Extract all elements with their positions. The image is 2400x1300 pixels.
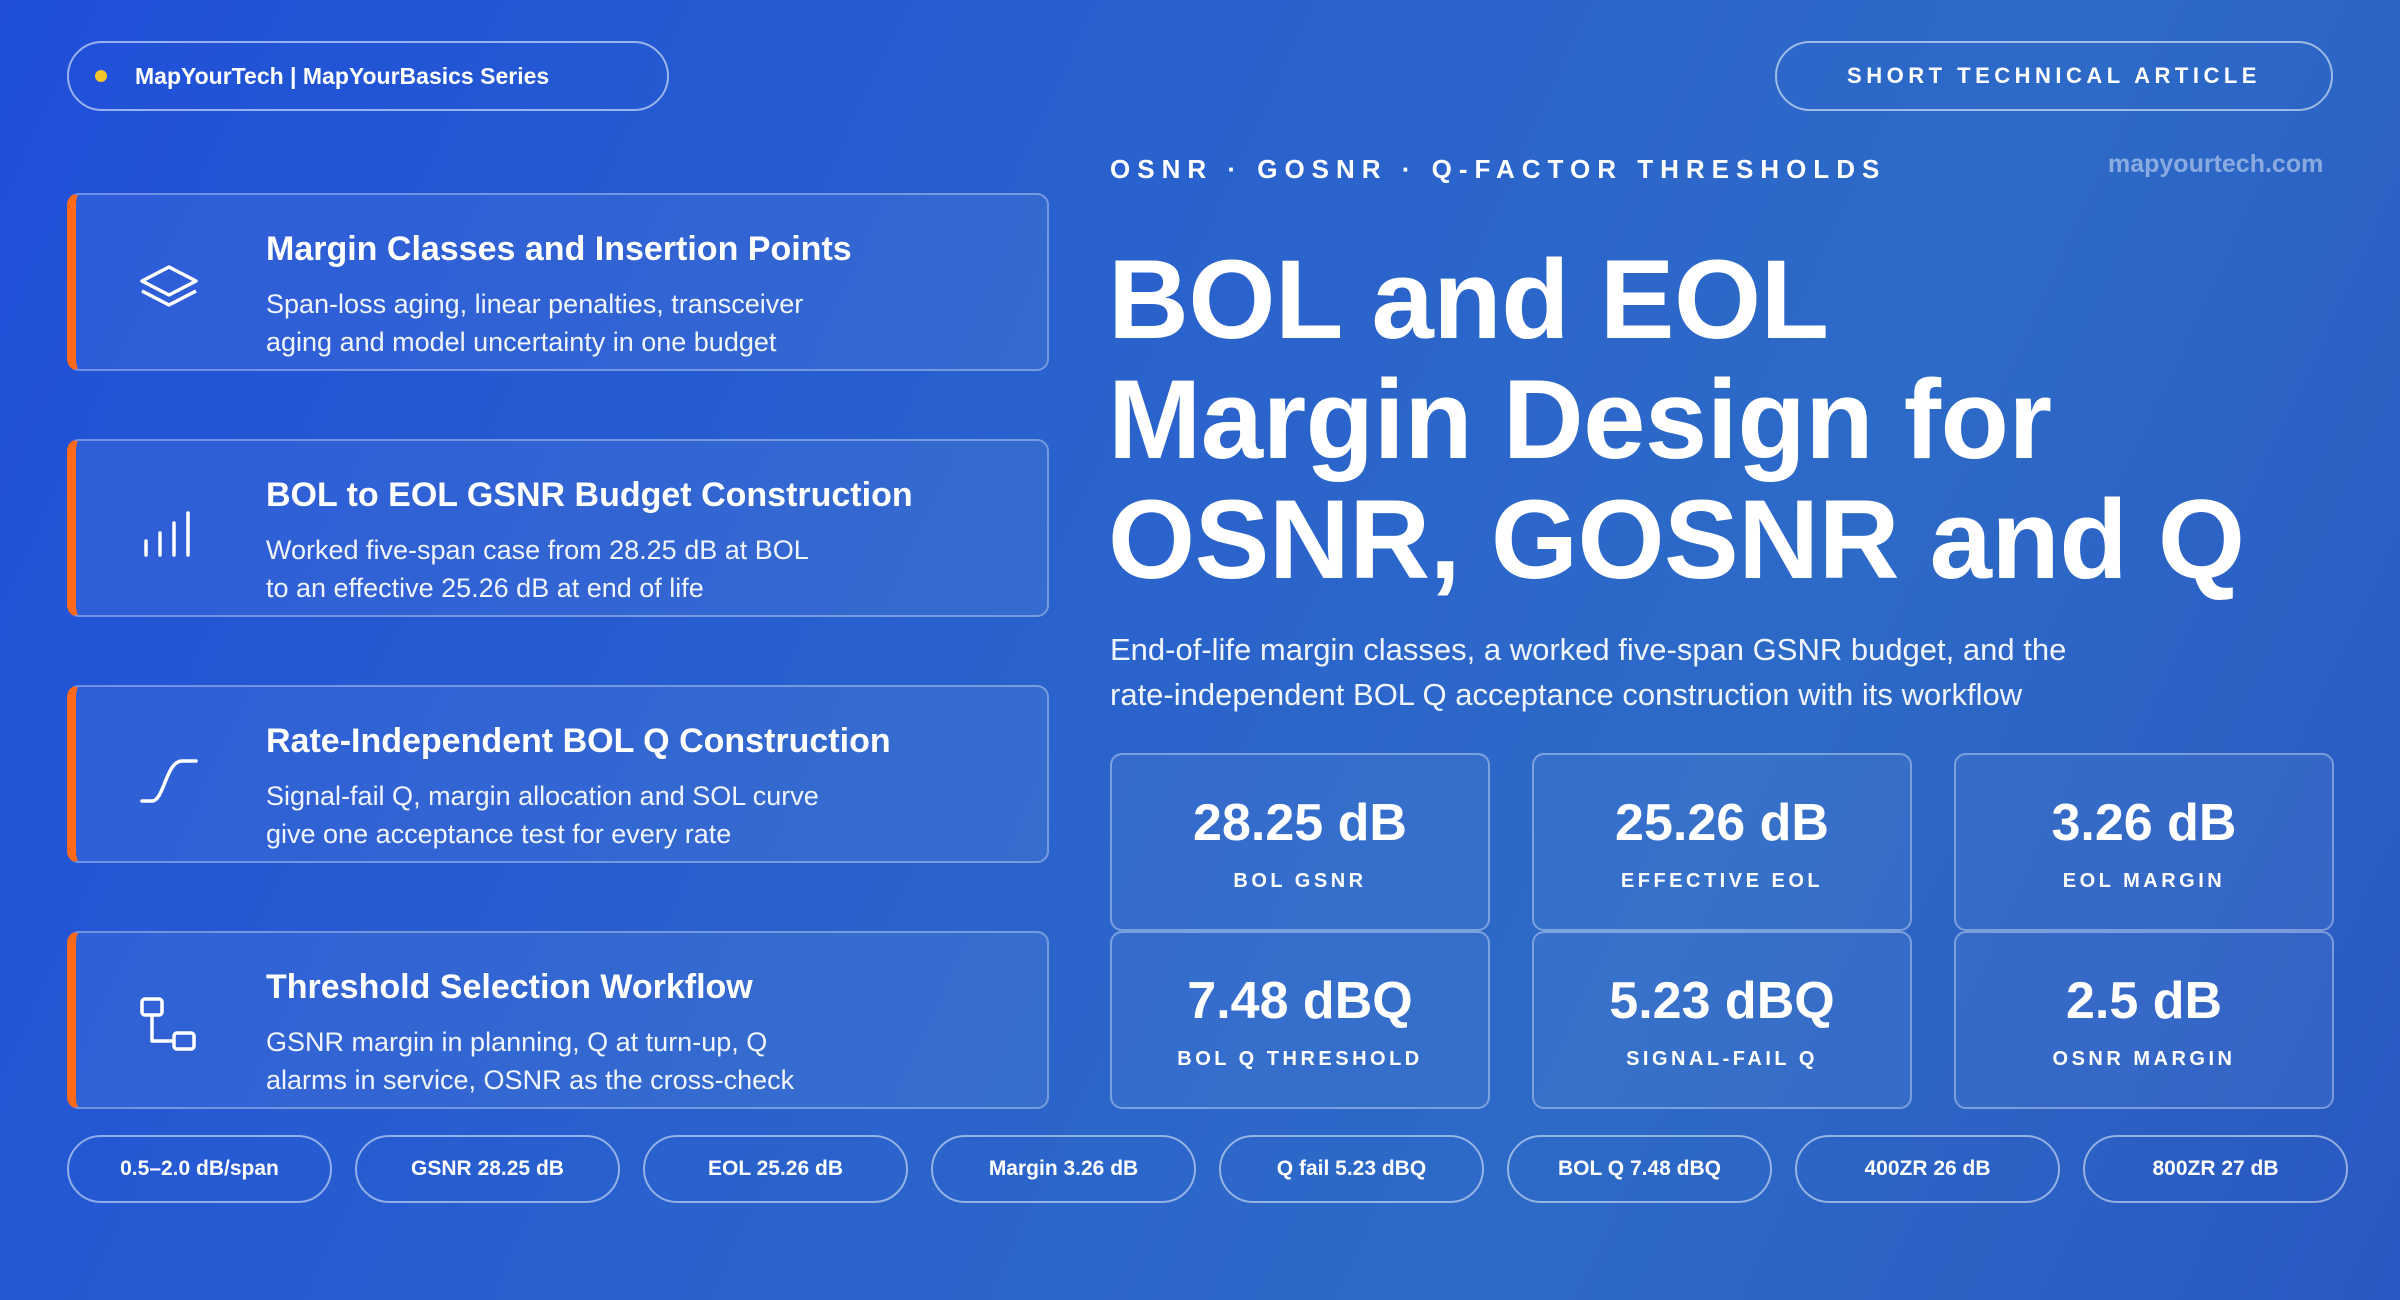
title-line: BOL and EOL: [1108, 237, 1829, 362]
brand-dot-icon: [95, 70, 107, 82]
chip-bol-q[interactable]: BOL Q 7.48 dBQ: [1507, 1135, 1772, 1203]
article-type-badge[interactable]: SHORT TECHNICAL ARTICLE: [1775, 41, 2333, 111]
title-line: OSNR, GOSNR and Q: [1108, 477, 2245, 602]
card-desc-line: alarms in service, OSNR as the cross-che…: [266, 1065, 795, 1095]
stat-value: 2.5 dB: [2065, 972, 2223, 1030]
page-subtitle: End-of-life margin classes, a worked fiv…: [1110, 627, 2210, 717]
article-type-label: SHORT TECHNICAL ARTICLE: [1847, 63, 2261, 88]
chip-margin[interactable]: Margin 3.26 dB: [931, 1135, 1196, 1203]
title-line: Margin Design for: [1108, 357, 2052, 482]
stat-label: BOL GSNR: [1233, 870, 1367, 892]
chip-gsnr[interactable]: GSNR 28.25 dB: [355, 1135, 620, 1203]
stat-signal-fail-q: 5.23 dBQ SIGNAL-FAIL Q: [1532, 931, 1912, 1109]
brand-label: MapYourTech | MapYourBasics Series: [135, 62, 550, 89]
stat-eol-margin: 3.26 dB EOL MARGIN: [1954, 753, 2334, 931]
card-desc-line: give one acceptance test for every rate: [266, 819, 732, 849]
stat-effective-eol: 25.26 dB EFFECTIVE EOL: [1532, 753, 1912, 931]
stat-bol-q-threshold: 7.48 dBQ BOL Q THRESHOLD: [1110, 931, 1490, 1109]
bar-chart-icon: [144, 511, 190, 557]
stat-label: BOL Q THRESHOLD: [1177, 1048, 1423, 1070]
page-title: BOL and EOL Margin Design for OSNR, GOSN…: [1108, 240, 2348, 600]
stat-label: EOL MARGIN: [2062, 870, 2226, 892]
chip-400zr[interactable]: 400ZR 26 dB: [1795, 1135, 2060, 1203]
card-title: Threshold Selection Workflow: [266, 968, 753, 1006]
card-title: BOL to EOL GSNR Budget Construction: [266, 476, 913, 514]
card-desc-line: Span-loss aging, linear penalties, trans…: [266, 289, 804, 319]
card-title: Rate-Independent BOL Q Construction: [266, 722, 891, 760]
stat-value: 7.48 dBQ: [1187, 972, 1413, 1030]
card-desc-line: GSNR margin in planning, Q at turn-up, Q: [266, 1027, 768, 1057]
stat-osnr-margin: 2.5 dB OSNR MARGIN: [1954, 931, 2334, 1109]
card-description: Worked five-span case from 28.25 dB at B…: [266, 531, 866, 607]
card-desc-line: Signal-fail Q, margin allocation and SOL…: [266, 781, 819, 811]
card-desc-line: to an effective 25.26 dB at end of life: [266, 573, 704, 603]
site-link[interactable]: mapyourtech.com: [2108, 150, 2324, 178]
topic-card-margin-classes[interactable]: Margin Classes and Insertion Points Span…: [67, 193, 1049, 371]
brand-pill[interactable]: MapYourTech | MapYourBasics Series: [67, 41, 669, 111]
workflow-icon: [140, 997, 196, 1051]
stat-value: 3.26 dB: [2051, 794, 2237, 852]
topic-card-gsnr-budget[interactable]: BOL to EOL GSNR Budget Construction Work…: [67, 439, 1049, 617]
topic-card-bol-q[interactable]: Rate-Independent BOL Q Construction Sign…: [67, 685, 1049, 863]
eyebrow-text: OSNR · GOSNR · Q-FACTOR THRESHOLDS: [1110, 154, 1887, 184]
chip-800zr[interactable]: 800ZR 27 dB: [2083, 1135, 2348, 1203]
chip-span-loss[interactable]: 0.5–2.0 dB/span: [67, 1135, 332, 1203]
stat-value: 28.25 dB: [1193, 794, 1407, 852]
curve-icon: [140, 759, 198, 803]
card-title: Margin Classes and Insertion Points: [266, 230, 852, 268]
subtitle-line: rate-independent BOL Q acceptance constr…: [1110, 677, 2023, 712]
card-desc-line: aging and model uncertainty in one budge…: [266, 327, 777, 357]
card-description: Span-loss aging, linear penalties, trans…: [266, 285, 866, 361]
subtitle-line: End-of-life margin classes, a worked fiv…: [1110, 632, 2067, 667]
stat-bol-gsnr: 28.25 dB BOL GSNR: [1110, 753, 1490, 931]
topic-card-workflow[interactable]: Threshold Selection Workflow GSNR margin…: [67, 931, 1049, 1109]
layers-icon: [140, 265, 198, 307]
card-description: Signal-fail Q, margin allocation and SOL…: [266, 777, 866, 853]
stat-value: 5.23 dBQ: [1609, 972, 1835, 1030]
stat-label: EFFECTIVE EOL: [1620, 870, 1824, 892]
stat-value: 25.26 dB: [1615, 794, 1829, 852]
chip-eol[interactable]: EOL 25.26 dB: [643, 1135, 908, 1203]
chip-q-fail[interactable]: Q fail 5.23 dBQ: [1219, 1135, 1484, 1203]
stat-label: SIGNAL-FAIL Q: [1626, 1048, 1818, 1070]
card-desc-line: Worked five-span case from 28.25 dB at B…: [266, 535, 809, 565]
stat-label: OSNR MARGIN: [2052, 1048, 2236, 1070]
card-description: GSNR margin in planning, Q at turn-up, Q…: [266, 1023, 866, 1099]
